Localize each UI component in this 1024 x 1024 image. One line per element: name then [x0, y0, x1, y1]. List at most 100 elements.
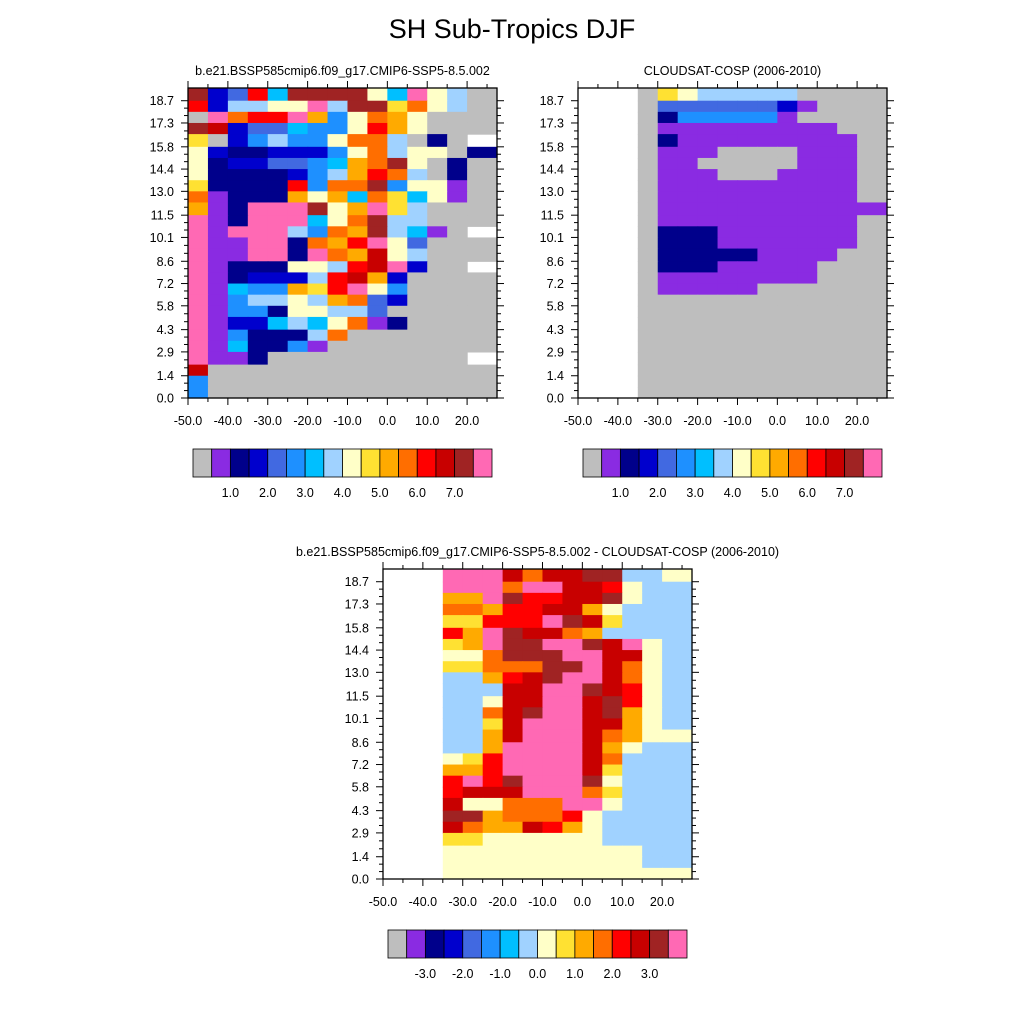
heatmap-cell — [717, 111, 739, 124]
heatmap-cell — [347, 226, 369, 239]
heatmap-cell — [657, 248, 679, 262]
heatmap-cell — [622, 615, 643, 629]
heatmap-cell — [407, 283, 428, 296]
heatmap-cell — [367, 226, 388, 239]
heatmap-cell — [427, 364, 448, 377]
heatmap-cell — [247, 294, 269, 307]
heatmap-cell — [407, 191, 428, 204]
heatmap-cell — [697, 316, 719, 331]
heatmap-cell — [777, 122, 798, 135]
heatmap-cell — [797, 226, 818, 239]
colorbar-swatch — [379, 448, 399, 478]
heatmap-cell — [622, 729, 643, 743]
heatmap-cell — [677, 134, 699, 148]
heatmap-cell — [757, 191, 778, 204]
heatmap-cell — [602, 592, 623, 605]
heatmap-cell — [662, 603, 693, 616]
heatmap-cell — [602, 672, 623, 685]
colorbar-swatch — [192, 448, 213, 478]
heatmap-cell — [522, 867, 544, 880]
heatmap-cell — [642, 764, 663, 777]
heatmap-cell — [662, 821, 693, 834]
heatmap-cell — [717, 122, 739, 135]
heatmap-cell — [642, 615, 663, 629]
heatmap-cell — [542, 592, 564, 605]
heatmap-cell — [427, 329, 448, 342]
heatmap-cell — [207, 248, 229, 262]
heatmap-cell — [247, 169, 269, 181]
heatmap-cell — [207, 375, 229, 388]
heatmap-cell — [482, 696, 504, 708]
heatmap-cell — [387, 100, 408, 113]
heatmap-cell — [817, 180, 838, 192]
heatmap-cell — [737, 351, 759, 366]
heatmap-cell — [657, 329, 679, 342]
heatmap-cell — [542, 615, 564, 629]
heatmap-cell — [662, 683, 693, 697]
heatmap-cell — [697, 122, 719, 135]
heatmap-cell — [582, 650, 603, 662]
y-tick-label: 10.1 — [540, 231, 564, 245]
heatmap-cell — [737, 100, 759, 113]
plot-frame — [382, 568, 693, 880]
heatmap-cell — [267, 316, 289, 331]
heatmap-cell — [797, 261, 818, 274]
heatmap-cell — [502, 581, 524, 594]
heatmap-cell — [188, 122, 209, 135]
heatmap-cell — [327, 157, 349, 170]
heatmap-cell — [387, 134, 408, 148]
heatmap-cell — [737, 157, 759, 170]
heatmap-cell — [602, 742, 623, 755]
heatmap-cell — [522, 764, 544, 777]
heatmap-cell — [427, 316, 448, 331]
heatmap-cell — [642, 707, 663, 720]
heatmap-cell — [717, 261, 739, 274]
heatmap-cell — [737, 283, 759, 296]
heatmap-cell — [462, 856, 484, 869]
heatmap-cell — [662, 638, 693, 651]
heatmap-cell — [582, 615, 603, 629]
heatmap-cell — [267, 169, 289, 181]
heatmap-cell — [247, 261, 269, 274]
heatmap-cell — [697, 169, 719, 181]
panel-title: b.e21.BSSP585cmip6.f09_g17.CMIP6-SSP5-8.… — [195, 64, 490, 78]
heatmap-cell — [677, 226, 699, 239]
colorbar: -3.0 -2.0 -1.0 0.0 1.0 2.0 3.0 — [387, 929, 688, 981]
heatmap-cell — [657, 272, 679, 285]
heatmap-cell — [227, 351, 249, 366]
heatmap-cell — [287, 340, 309, 353]
colorbar-swatch — [555, 929, 576, 959]
heatmap-cell — [757, 111, 778, 124]
heatmap-cell — [442, 742, 464, 755]
heatmap-cell — [287, 351, 309, 366]
heatmap-cell — [447, 272, 468, 285]
y-tick-label: 14.4 — [540, 163, 564, 177]
heatmap-cell — [777, 386, 798, 399]
heatmap-cell — [427, 305, 448, 318]
heatmap-cell — [817, 340, 838, 353]
heatmap-cell — [797, 329, 818, 342]
heatmap-cell — [637, 340, 659, 353]
colorbar-swatch — [713, 448, 733, 478]
heatmap-cell — [407, 134, 428, 148]
heatmap-cell — [582, 592, 603, 605]
heatmap-cell — [207, 100, 229, 113]
heatmap-cell — [347, 375, 369, 388]
heatmap-cell — [367, 364, 388, 377]
heatmap-cell — [367, 294, 388, 307]
heatmap-cell — [287, 329, 309, 342]
heatmap-cell — [637, 283, 659, 296]
heatmap-cell — [522, 845, 544, 858]
heatmap-cell — [467, 248, 498, 262]
heatmap-cell — [562, 707, 583, 720]
heatmap-cell — [817, 375, 838, 388]
heatmap-cell — [757, 122, 778, 135]
heatmap-cell — [227, 237, 249, 250]
heatmap-cell — [562, 627, 583, 640]
heatmap-cell — [717, 316, 739, 331]
heatmap-cell — [188, 294, 209, 307]
y-tick-label: 8.6 — [547, 255, 564, 269]
colorbar-swatch — [406, 929, 426, 959]
heatmap-cell — [562, 753, 583, 766]
heatmap-cell — [697, 272, 719, 285]
